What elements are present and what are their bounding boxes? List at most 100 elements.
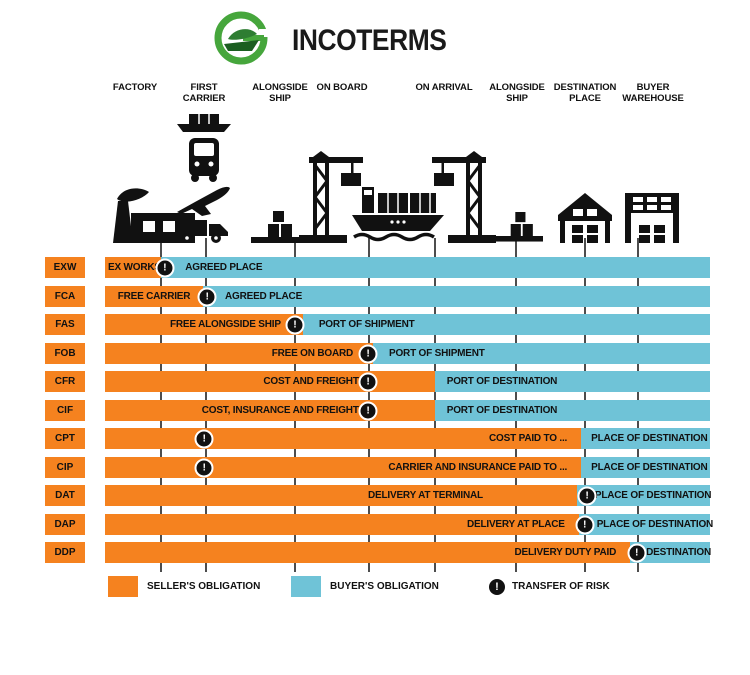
transfer-of-risk-marker-dap: !	[575, 515, 595, 534]
buyer-obligation-segment	[434, 371, 710, 392]
crane-icon	[299, 151, 363, 243]
cargo-boxes-icon	[495, 205, 543, 243]
buyer-obligation-legend-label: BUYER'S OBLIGATION	[330, 581, 439, 592]
column-header-first-carrier: FIRST CARRIER	[182, 82, 226, 105]
logo-graphic	[214, 11, 268, 65]
seller-obligation-segment	[105, 514, 579, 535]
buyer-label-cif: PORT OF DESTINATION	[446, 405, 558, 416]
buyer-obligation-swatch	[291, 576, 321, 597]
incoterm-badge-cip: CIP	[45, 457, 85, 478]
transfer-of-risk-marker-cip: !	[194, 458, 214, 477]
buyer-obligation-segment	[581, 457, 710, 478]
seller-obligation-segment	[105, 428, 582, 449]
crane-icon	[432, 151, 496, 243]
obligation-bar-cif: COST, INSURANCE AND FREIGHT PORT OF DESTI…	[105, 400, 710, 421]
seller-obligation-segment	[105, 400, 435, 421]
obligation-bar-cpt: COST PAID TO ... PLACE OF DESTINATION!	[105, 428, 710, 449]
seller-label-dat: DELIVERY AT TERMINAL	[368, 490, 483, 501]
obligation-bar-fca: FREE CARRIER AGREED PLACE!	[105, 286, 710, 307]
buyer-label-cpt: PLACE OF DESTINATION	[591, 433, 708, 444]
obligation-bar-cip: CARRIER AND INSURANCE PAID TO ... PLACE O…	[105, 457, 710, 478]
container-ship-icon	[352, 181, 444, 243]
transfer-of-risk-marker-fas: !	[285, 315, 305, 334]
seller-label-fca: FREE CARRIER	[117, 291, 191, 302]
buyer-label-fob: PORT OF SHIPMENT	[389, 348, 485, 359]
transfer-of-risk-marker-ddp: !	[627, 543, 647, 562]
buyer-label-cip: PLACE OF DESTINATION	[591, 462, 708, 473]
buyer-obligation-segment	[630, 542, 710, 563]
seller-obligation-segment	[105, 485, 577, 506]
seller-obligation-legend-label: SELLER'S OBLIGATION	[147, 581, 261, 592]
incoterm-badge-fas: FAS	[45, 314, 85, 335]
seller-obligation-segment	[105, 542, 631, 563]
buyer-label-fas: PORT OF SHIPMENT	[318, 319, 415, 330]
buyer-obligation-segment	[578, 514, 710, 535]
cargo-boxes-icon	[251, 205, 303, 243]
buyer-obligation-segment	[373, 343, 710, 364]
incoterm-badge-dap: DAP	[45, 514, 85, 535]
obligation-bar-ddp: DELIVERY DUTY PAID DESTINATION!	[105, 542, 711, 563]
seller-obligation-segment	[105, 343, 373, 364]
incoterm-badge-exw: EXW	[45, 257, 85, 278]
buyer-label-dap: PLACE OF DESTINATION	[596, 519, 714, 530]
buyer-label-dat: PLACE OF DESTINATION	[594, 490, 712, 501]
obligation-bar-dap: DELIVERY AT PLACE PLACE OF DESTINATION!	[105, 514, 714, 535]
incoterm-badge-fob: FOB	[45, 343, 85, 364]
warehouse-buyer-icon	[625, 193, 679, 243]
incoterm-badge-dat: DAT	[45, 485, 85, 506]
incoterms-logo	[214, 11, 268, 67]
seller-obligation-segment	[105, 257, 162, 278]
transfer-of-risk-marker-cif: !	[358, 401, 378, 420]
seller-obligation-segment	[105, 371, 435, 392]
transfer-of-risk-marker-fca: !	[197, 287, 217, 306]
seller-label-ddp: DELIVERY DUTY PAID	[514, 547, 617, 558]
buyer-label-exw: AGREED PLACE	[185, 262, 263, 273]
seller-obligation-swatch	[108, 576, 138, 597]
seller-obligation-segment	[105, 457, 582, 478]
multimodal-carrier-icon	[175, 112, 233, 243]
transfer-of-risk-marker-fob: !	[358, 344, 378, 363]
buyer-obligation-segment	[203, 286, 710, 307]
buyer-obligation-segment	[434, 400, 710, 421]
transfer-of-risk-legend-label: TRANSFER OF RISK	[512, 581, 610, 592]
transfer-of-risk-marker-cfr: !	[358, 372, 378, 391]
obligation-bar-exw: EX WORKS AGREED PLACE!	[105, 257, 710, 278]
buyer-obligation-segment	[576, 485, 710, 506]
obligation-bar-cfr: COST AND FREIGHT PORT OF DESTINATION!	[105, 371, 710, 392]
incoterm-badge-cfr: CFR	[45, 371, 85, 392]
column-header-factory: FACTORY	[112, 82, 158, 93]
seller-label-cip: CARRIER AND INSURANCE PAID TO ...	[388, 462, 568, 473]
transfer-of-risk-icon: !	[489, 579, 505, 595]
incoterm-badge-cpt: CPT	[45, 428, 85, 449]
buyer-obligation-segment	[302, 314, 710, 335]
column-header-on-board: ON BOARD	[316, 82, 368, 93]
incoterm-badge-cif: CIF	[45, 400, 85, 421]
transfer-of-risk-marker-cpt: !	[194, 429, 214, 448]
seller-label-exw: EX WORKS	[108, 262, 161, 273]
incoterm-badge-fca: FCA	[45, 286, 85, 307]
column-header-buyer-warehouse: BUYER WAREHOUSE	[622, 82, 684, 105]
seller-label-fas: FREE ALONGSIDE SHIP	[170, 319, 281, 330]
buyer-label-fca: AGREED PLACE	[225, 291, 303, 302]
seller-label-fob: FREE ON BOARD	[271, 348, 354, 359]
warehouse-destination-icon	[558, 193, 612, 243]
obligation-bar-fob: FREE ON BOARD PORT OF SHIPMENT!	[105, 343, 710, 364]
column-header-alongside-ship: ALONGSIDE SHIP	[252, 82, 308, 105]
seller-label-cfr: COST AND FREIGHT	[263, 376, 359, 387]
page-title: INCOTERMS	[292, 24, 447, 57]
seller-label-dap: DELIVERY AT PLACE	[466, 519, 565, 530]
transfer-of-risk-marker-exw: !	[155, 258, 175, 277]
column-header-on-arrival: ON ARRIVAL	[415, 82, 473, 93]
seller-obligation-segment	[105, 286, 203, 307]
buyer-obligation-segment	[581, 428, 710, 449]
buyer-obligation-segment	[161, 257, 710, 278]
seller-label-cpt: COST PAID TO ...	[489, 433, 568, 444]
transfer-of-risk-marker-dat: !	[577, 486, 597, 505]
seller-label-cif: COST, INSURANCE AND FREIGHT	[201, 405, 359, 416]
obligation-bar-dat: DELIVERY AT TERMINAL PLACE OF DESTINATION…	[105, 485, 712, 506]
obligation-bar-fas: FREE ALONGSIDE SHIP PORT OF SHIPMENT!	[105, 314, 710, 335]
incoterm-badge-ddp: DDP	[45, 542, 85, 563]
buyer-label-ddp: DESTINATION	[646, 547, 711, 558]
seller-obligation-segment	[105, 314, 303, 335]
